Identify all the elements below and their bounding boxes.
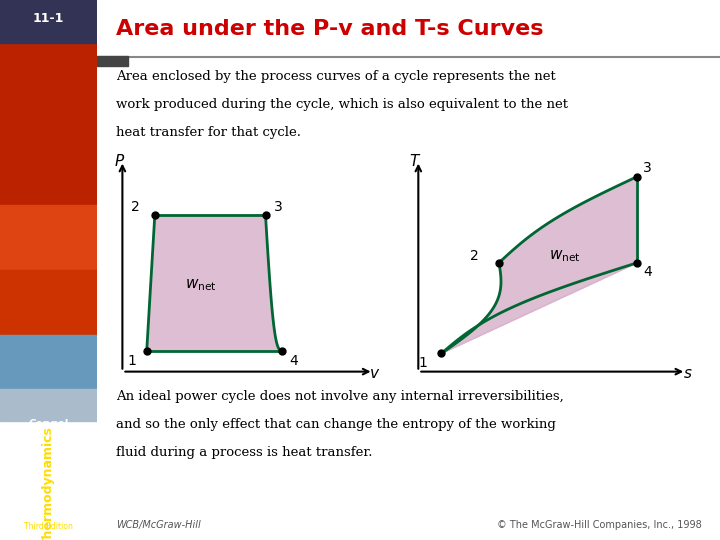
Text: Thermodynamics: Thermodynamics — [42, 426, 55, 540]
Text: T: T — [410, 154, 419, 169]
Polygon shape — [441, 177, 637, 354]
Text: Area under the P-v and T-s Curves: Area under the P-v and T-s Curves — [116, 19, 544, 39]
Text: v: v — [370, 366, 379, 381]
Text: $w_\mathrm{net}$: $w_\mathrm{net}$ — [549, 248, 581, 264]
Text: An ideal power cycle does not involve any internal irreversibilities,: An ideal power cycle does not involve an… — [116, 390, 564, 403]
Text: Boles: Boles — [32, 441, 65, 450]
Text: heat transfer for that cycle.: heat transfer for that cycle. — [116, 126, 301, 139]
Text: 2: 2 — [470, 249, 479, 264]
Text: $w_\mathrm{net}$: $w_\mathrm{net}$ — [185, 278, 217, 293]
Text: Third Edition: Third Edition — [24, 522, 73, 531]
Text: Cengel: Cengel — [28, 419, 69, 429]
Text: 4: 4 — [289, 354, 299, 368]
Text: and so the only effect that can change the entropy of the working: and so the only effect that can change t… — [116, 418, 556, 431]
Text: Area enclosed by the process curves of a cycle represents the net: Area enclosed by the process curves of a… — [116, 70, 556, 83]
Text: 1: 1 — [418, 356, 427, 370]
Bar — [97, 56, 128, 66]
Bar — [0, 389, 97, 421]
Text: WCB/McGraw-Hill: WCB/McGraw-Hill — [116, 520, 201, 530]
Text: 11-1: 11-1 — [33, 12, 64, 25]
Polygon shape — [147, 215, 282, 351]
Bar — [0, 0, 97, 205]
Text: 3: 3 — [274, 200, 282, 214]
Text: 4: 4 — [643, 265, 652, 279]
Bar — [0, 205, 97, 270]
Text: 2: 2 — [130, 200, 139, 214]
Text: P: P — [114, 154, 124, 169]
Text: work produced during the cycle, which is also equivalent to the net: work produced during the cycle, which is… — [116, 98, 568, 111]
Bar — [0, 0, 97, 43]
Text: s: s — [684, 366, 692, 381]
Text: 3: 3 — [643, 161, 652, 175]
Text: © The McGraw-Hill Companies, Inc., 1998: © The McGraw-Hill Companies, Inc., 1998 — [497, 520, 701, 530]
Text: fluid during a process is heat transfer.: fluid during a process is heat transfer. — [116, 446, 372, 459]
Bar — [0, 270, 97, 335]
Text: 1: 1 — [128, 354, 137, 368]
Bar — [0, 335, 97, 389]
